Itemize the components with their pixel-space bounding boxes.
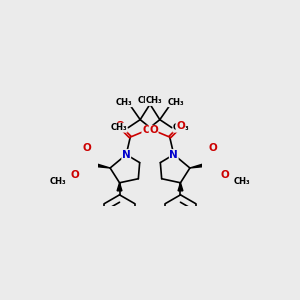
Text: CH₃: CH₃: [168, 98, 184, 107]
Polygon shape: [178, 183, 183, 191]
Text: CH₃: CH₃: [110, 123, 127, 132]
Text: N: N: [169, 150, 178, 160]
Text: CH₃: CH₃: [50, 177, 66, 186]
Text: CH₃: CH₃: [234, 177, 250, 186]
Text: N: N: [122, 150, 130, 160]
Text: O: O: [83, 143, 92, 153]
Text: O: O: [149, 125, 158, 135]
Polygon shape: [90, 162, 110, 168]
Text: CH₃: CH₃: [145, 96, 162, 105]
Text: CH₃: CH₃: [116, 98, 132, 107]
Text: O: O: [220, 170, 229, 180]
Text: O: O: [208, 143, 217, 153]
Text: CH₃: CH₃: [173, 123, 190, 132]
Polygon shape: [190, 162, 210, 168]
Text: CH₃: CH₃: [138, 96, 155, 105]
Text: O: O: [142, 125, 151, 135]
Text: O: O: [71, 170, 80, 180]
Text: O: O: [176, 122, 185, 131]
Polygon shape: [117, 183, 122, 191]
Text: O: O: [115, 122, 124, 131]
